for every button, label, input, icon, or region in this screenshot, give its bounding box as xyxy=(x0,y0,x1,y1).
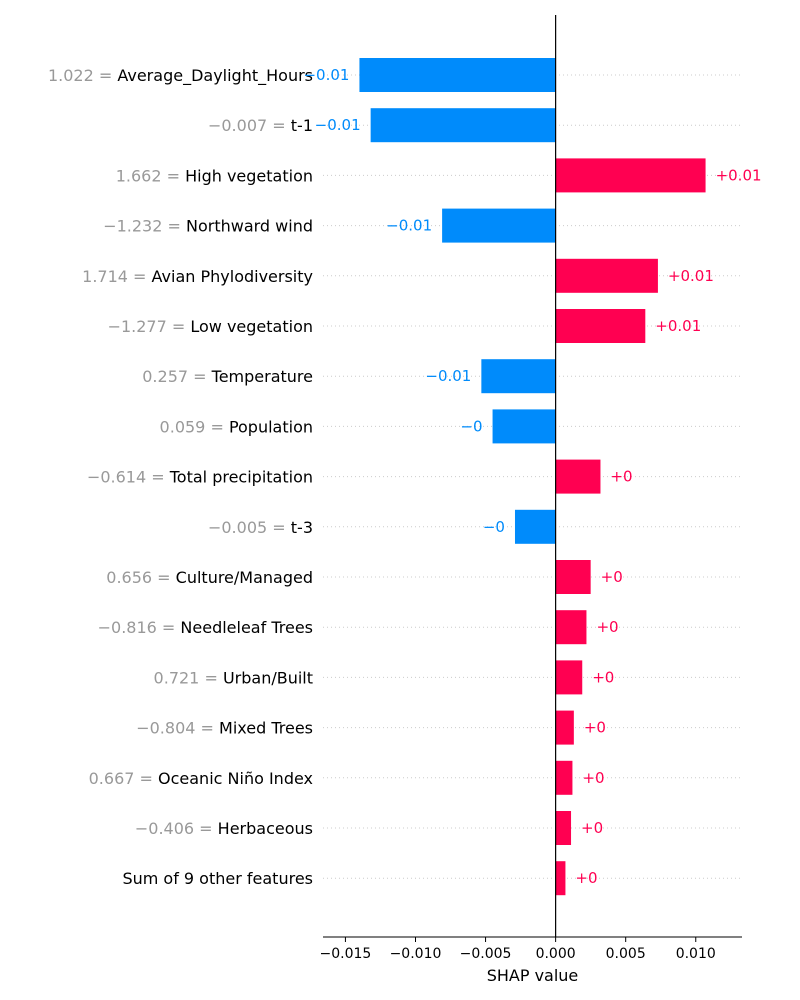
feature-label: 1.714 = Avian Phylodiversity xyxy=(82,267,313,286)
x-tick-label: 0.010 xyxy=(676,946,716,962)
bar xyxy=(555,560,591,594)
grid-lines xyxy=(323,74,742,879)
feature-value: −0.007 = xyxy=(208,116,286,135)
bar xyxy=(555,760,573,795)
bar xyxy=(555,610,587,645)
bar-value-label: +0 xyxy=(596,618,618,636)
bar-value-labels: −0.01 −0.01 +0.01 −0.01 +0.01 +0.01 −0.01 −0 +0 −… xyxy=(303,66,761,887)
bar-value-label: +0.01 xyxy=(716,166,762,184)
feature-label: −0.005 = t-3 xyxy=(208,518,313,537)
x-tick-label: −0.015 xyxy=(320,946,372,962)
bar xyxy=(370,108,556,143)
feature-name: Oceanic Niño Index xyxy=(158,769,313,788)
feature-name: t-3 xyxy=(291,518,313,537)
feature-name: Temperature xyxy=(211,367,313,386)
feature-value: −0.406 = xyxy=(135,819,213,838)
bar-value-label: +0 xyxy=(592,668,614,686)
bar-value-label: +0 xyxy=(581,819,603,837)
bars xyxy=(359,58,706,896)
feature-name: Herbaceous xyxy=(218,819,313,838)
bar xyxy=(359,58,556,92)
feature-value: −1.232 = xyxy=(103,217,181,236)
feature-label: −0.614 = Total precipitation xyxy=(87,468,313,487)
bar xyxy=(555,710,574,745)
bar xyxy=(555,861,566,896)
feature-name: Needleleaf Trees xyxy=(180,618,313,637)
feature-name: Low vegetation xyxy=(190,317,313,336)
feature-value: −0.005 = xyxy=(208,518,286,537)
feature-value: 1.662 = xyxy=(116,166,180,185)
feature-labels: 1.022 = Average_Daylight_Hours −0.007 = t… xyxy=(48,66,313,888)
feature-name: t-1 xyxy=(291,116,313,135)
bar xyxy=(492,409,556,444)
bar xyxy=(555,660,583,695)
feature-value: −0.816 = xyxy=(98,618,176,637)
feature-value: 0.257 = xyxy=(142,367,206,386)
feature-value: 0.667 = xyxy=(89,769,153,788)
feature-value: −0.804 = xyxy=(136,719,214,738)
bar xyxy=(555,158,706,193)
feature-label: −1.277 = Low vegetation xyxy=(108,317,313,336)
bar xyxy=(481,359,556,394)
bar-value-label: +0 xyxy=(584,719,606,737)
feature-value: 0.059 = xyxy=(160,417,224,436)
bar xyxy=(555,459,601,494)
bar-value-label: −0 xyxy=(460,417,482,435)
feature-value: 0.721 = xyxy=(154,668,218,687)
bar-value-label: +0.01 xyxy=(668,267,714,285)
bar xyxy=(555,258,658,293)
bar-value-label: −0.01 xyxy=(303,66,349,84)
feature-name: High vegetation xyxy=(185,166,313,185)
feature-name: Sum of 9 other features xyxy=(122,869,313,888)
feature-name: Avian Phylodiversity xyxy=(152,267,313,286)
x-tick-label: 0.000 xyxy=(536,946,576,962)
feature-label: 0.257 = Temperature xyxy=(142,367,313,386)
bar-value-label: +0 xyxy=(610,468,632,486)
feature-label: 0.721 = Urban/Built xyxy=(154,668,313,687)
feature-value: 1.714 = xyxy=(82,267,146,286)
bar xyxy=(555,309,646,343)
feature-name: Average_Daylight_Hours xyxy=(117,66,313,86)
feature-name: Population xyxy=(229,417,313,436)
feature-label: 0.667 = Oceanic Niño Index xyxy=(89,769,313,788)
bar-value-label: −0.01 xyxy=(386,217,432,235)
x-axis: −0.015 −0.010 −0.005 0.000 0.005 0.010 xyxy=(320,936,742,962)
bar xyxy=(514,509,556,544)
bar-value-label: −0 xyxy=(483,518,505,536)
feature-label: −0.816 = Needleleaf Trees xyxy=(98,618,313,637)
x-tick-label: 0.005 xyxy=(606,946,646,962)
feature-label: −0.007 = t-1 xyxy=(208,116,313,135)
x-tick-label: −0.005 xyxy=(460,946,512,962)
bar-value-label: +0 xyxy=(575,869,597,887)
feature-value: 1.022 = xyxy=(48,66,112,85)
bar-value-label: +0.01 xyxy=(655,317,701,335)
feature-name: Northward wind xyxy=(186,217,313,236)
feature-value: −0.614 = xyxy=(87,468,165,487)
feature-label: 0.656 = Culture/Managed xyxy=(106,568,313,587)
bar xyxy=(555,811,572,845)
feature-label: −0.804 = Mixed Trees xyxy=(136,719,313,738)
feature-value: −1.277 = xyxy=(108,317,186,336)
feature-label: −1.232 = Northward wind xyxy=(103,217,313,236)
feature-label: 0.059 = Population xyxy=(160,417,313,436)
feature-value: 0.656 = xyxy=(106,568,170,587)
bar-value-label: +0 xyxy=(601,568,623,586)
feature-name: Mixed Trees xyxy=(219,719,313,738)
feature-label: 1.022 = Average_Daylight_Hours xyxy=(48,66,313,86)
feature-label: 1.662 = High vegetation xyxy=(116,166,313,185)
x-tick-label: −0.010 xyxy=(390,946,442,962)
x-axis-title: SHAP value xyxy=(487,966,579,985)
feature-label: Sum of 9 other features xyxy=(122,869,313,888)
bar-value-label: −0.01 xyxy=(315,116,361,134)
bar-value-label: +0 xyxy=(582,769,604,787)
bar xyxy=(442,208,556,243)
feature-name: Culture/Managed xyxy=(176,568,313,587)
feature-label: −0.406 = Herbaceous xyxy=(135,819,313,838)
bar-value-label: −0.01 xyxy=(425,367,471,385)
feature-name: Urban/Built xyxy=(223,668,313,687)
feature-name: Total precipitation xyxy=(169,468,313,487)
